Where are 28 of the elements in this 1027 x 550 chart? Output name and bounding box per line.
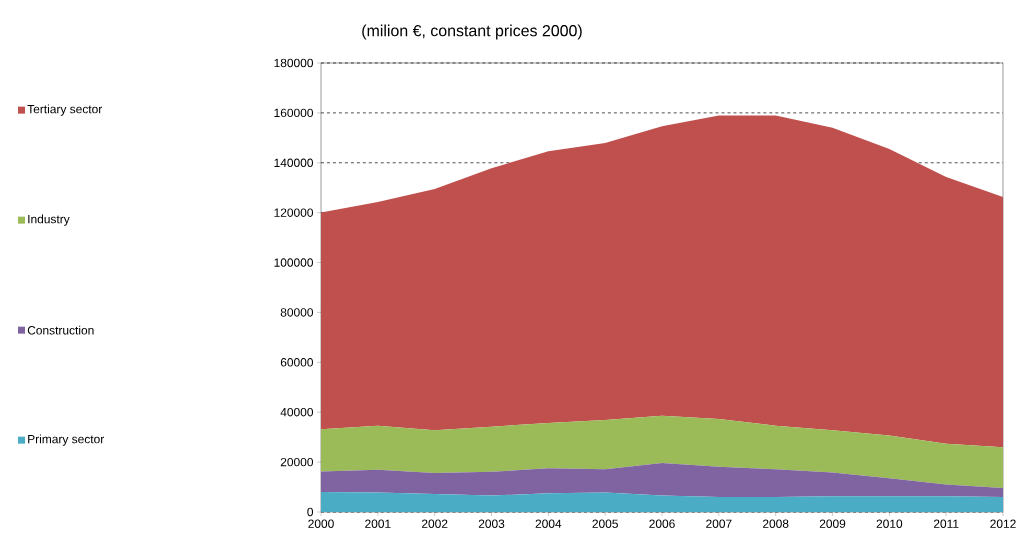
x-tick-label: 2001 [365,519,391,528]
y-tick-label: 180000 [274,58,314,68]
x-tick-label: 2003 [478,519,505,528]
x-tick-label: 2004 [535,519,562,528]
y-tick-label: 20000 [280,457,314,467]
x-tick-label: 2002 [421,519,448,528]
x-tick-label: 2009 [819,519,846,528]
x-tick-label: 2012 [990,519,1016,528]
legend-label: Tertiary sector [27,104,103,116]
y-tick-label: 0 [307,507,314,517]
y-tick-label: 120000 [274,208,314,217]
x-tick-label: 2007 [706,519,732,528]
y-tick-label: 100000 [274,258,314,267]
y-tick-label: 80000 [280,308,314,317]
x-tick-label: 2000 [308,519,334,528]
chart-title: (milion €, constant prices 2000) [362,24,582,40]
y-tick-label: 160000 [274,108,314,118]
x-tick-label: 2006 [649,519,675,528]
x-tick-label: 2010 [876,519,903,528]
x-tick-label: 2011 [933,519,959,528]
x-tick-label: 2005 [592,519,618,528]
legend-label: Industry [28,214,70,226]
y-tick-label: 140000 [274,158,314,167]
y-tick-label: 60000 [280,358,314,367]
legend-label: Primary sector [28,434,105,446]
legend-label: Construction [27,325,94,335]
x-tick-label: 2008 [762,519,789,528]
y-tick-label: 40000 [280,407,314,417]
